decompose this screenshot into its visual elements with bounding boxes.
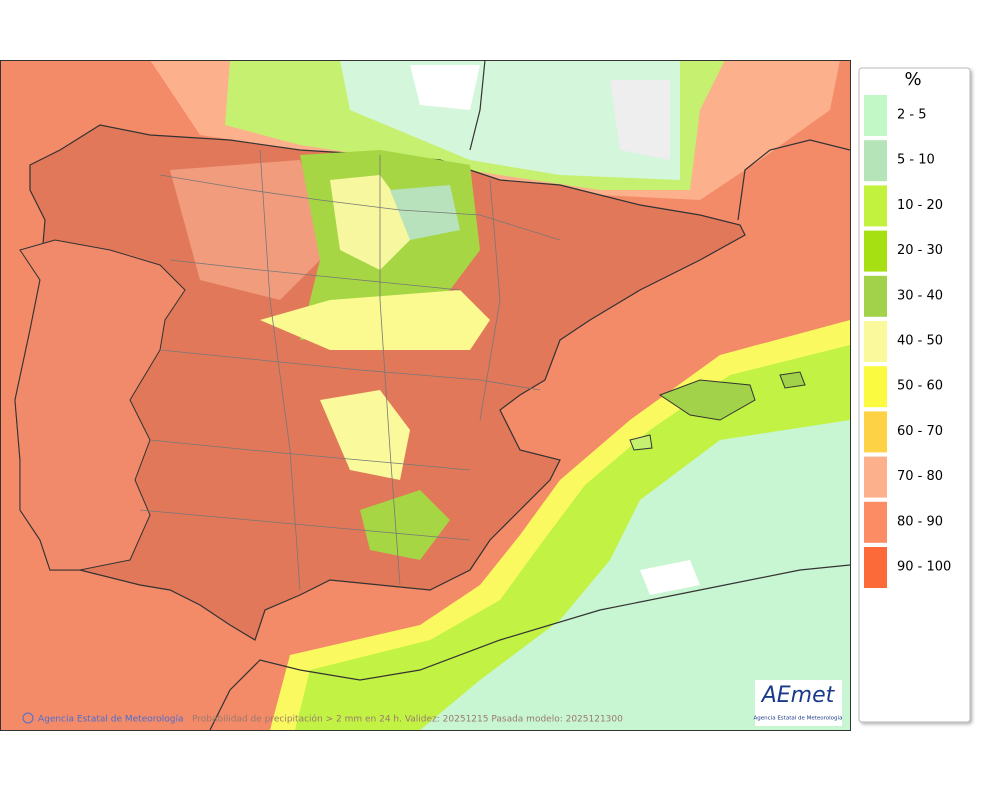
legend-swatch	[864, 501, 887, 543]
legend-swatch	[864, 230, 887, 272]
france-coast	[737, 139, 850, 221]
caption: Probabilidad de precipitación > 2 mm en …	[192, 714, 623, 725]
map-frame	[0, 60, 851, 731]
legend-label: 5 - 10	[897, 153, 935, 168]
legend-swatch	[864, 456, 887, 498]
legend-label: 50 - 60	[897, 379, 943, 394]
central-yellow	[260, 290, 490, 350]
province-borders	[139, 149, 561, 591]
copyright-icon	[22, 712, 34, 724]
med-light	[420, 420, 850, 730]
legend-label: 60 - 70	[897, 424, 943, 439]
legend-label: 90 - 100	[897, 560, 951, 575]
logo-box	[755, 680, 842, 726]
africa-coast	[209, 564, 850, 730]
legend-swatch	[864, 185, 887, 227]
inland-light	[170, 160, 330, 300]
legend-swatch	[864, 366, 887, 408]
france-coast-west	[469, 60, 486, 151]
logo-name: AEmet	[760, 683, 836, 708]
legend-label: 40 - 50	[897, 334, 943, 349]
portugal	[14, 239, 186, 571]
biscay-white	[410, 65, 480, 110]
legend-label: 10 - 20	[897, 198, 943, 213]
menorca	[779, 371, 806, 389]
legend-title: %	[904, 69, 921, 90]
legend-swatch	[864, 411, 887, 453]
legend-swatch	[864, 140, 887, 182]
legend-label: 70 - 80	[897, 469, 943, 484]
legend-label: 2 - 5	[897, 108, 927, 123]
logo-subtitle: Agencia Estatal de Meteorología	[754, 715, 843, 722]
south-green	[360, 490, 450, 560]
med-white	[640, 560, 700, 595]
biscay-gray	[610, 80, 670, 160]
legend-label: 80 - 90	[897, 514, 943, 529]
legend-swatch	[864, 321, 887, 362]
credit: Agencia Estatal de Meteorología	[38, 715, 184, 725]
inland-pale	[390, 185, 460, 240]
mallorca	[658, 379, 756, 421]
legend-label: 20 - 30	[897, 243, 943, 258]
ibiza	[629, 434, 653, 451]
map: Agencia Estatal de Meteorología Probabil…	[0, 60, 850, 730]
legend-swatch	[864, 275, 887, 317]
legend-label: 30 - 40	[897, 288, 943, 303]
inland-yellow	[330, 175, 420, 270]
legend-swatch	[864, 95, 887, 136]
legend-swatch	[864, 547, 887, 588]
